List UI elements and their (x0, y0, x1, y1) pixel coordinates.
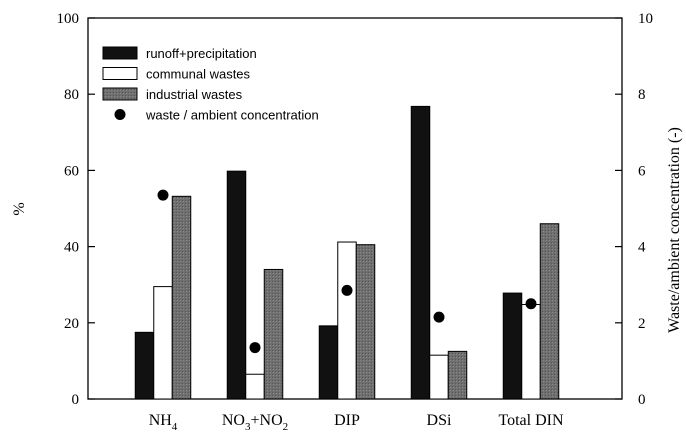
y2-tick-label: 8 (638, 87, 646, 103)
bar-black-1 (226, 170, 247, 400)
legend-label: runoff+precipitation (146, 46, 257, 61)
bar-white-1 (245, 373, 265, 400)
bar-black-3 (410, 105, 431, 400)
x-tick-label: NO3+NO2 (222, 412, 288, 433)
y-tick-label: 40 (64, 240, 79, 256)
x-tick-label: NH4 (149, 412, 178, 433)
legend-label: communal wastes (146, 67, 251, 82)
ratio-point-4 (525, 298, 537, 310)
ratio-point-2 (341, 284, 353, 296)
y-axis-title: % (11, 202, 28, 215)
ratio-point-0 (157, 189, 169, 201)
y2-tick-label: 2 (638, 316, 646, 332)
legend-swatch-gray (102, 87, 138, 101)
y2-tick-label: 0 (638, 392, 646, 408)
bar-white-4 (521, 304, 541, 400)
y-tick-label: 80 (64, 87, 79, 103)
y2-tick-label: 10 (638, 11, 653, 27)
bar-white-3 (429, 354, 449, 400)
bar-white-2 (337, 241, 357, 400)
legend: runoff+precipitation communal wastes indus… (102, 46, 319, 123)
y-tick-label: 20 (64, 316, 79, 332)
bar-black-4 (502, 292, 523, 400)
ratio-point-3 (433, 311, 445, 323)
y-tick-label: 60 (64, 163, 79, 179)
legend-swatch-dot (114, 109, 126, 120)
y2-axis-title: Waste/ambient concentration (-) (666, 127, 683, 333)
bar-gray-2 (355, 244, 376, 400)
x-tick-label: Total DIN (498, 412, 564, 429)
bar-gray-4 (539, 223, 560, 400)
bar-black-2 (318, 325, 339, 400)
ratio-point-1 (249, 342, 261, 354)
bar-white-0 (153, 286, 173, 400)
dots (157, 189, 537, 354)
y2-tick-label: 6 (638, 163, 646, 179)
legend-swatch-black (102, 46, 138, 60)
bar-gray-3 (447, 350, 468, 400)
x-tick-label: DSi (427, 412, 452, 429)
y-tick-label: 100 (57, 11, 80, 27)
y2-tick-label: 4 (638, 240, 646, 256)
bar-gray-0 (171, 195, 192, 400)
bar-gray-1 (263, 268, 284, 400)
bar-black-0 (134, 331, 155, 400)
x-tick-label: DIP (334, 412, 360, 429)
legend-label: waste / ambient concentration (145, 108, 319, 123)
bars (134, 105, 560, 400)
legend-label: industrial wastes (146, 87, 243, 102)
y-tick-label: 0 (72, 392, 80, 408)
legend-swatch-white (102, 67, 138, 80)
